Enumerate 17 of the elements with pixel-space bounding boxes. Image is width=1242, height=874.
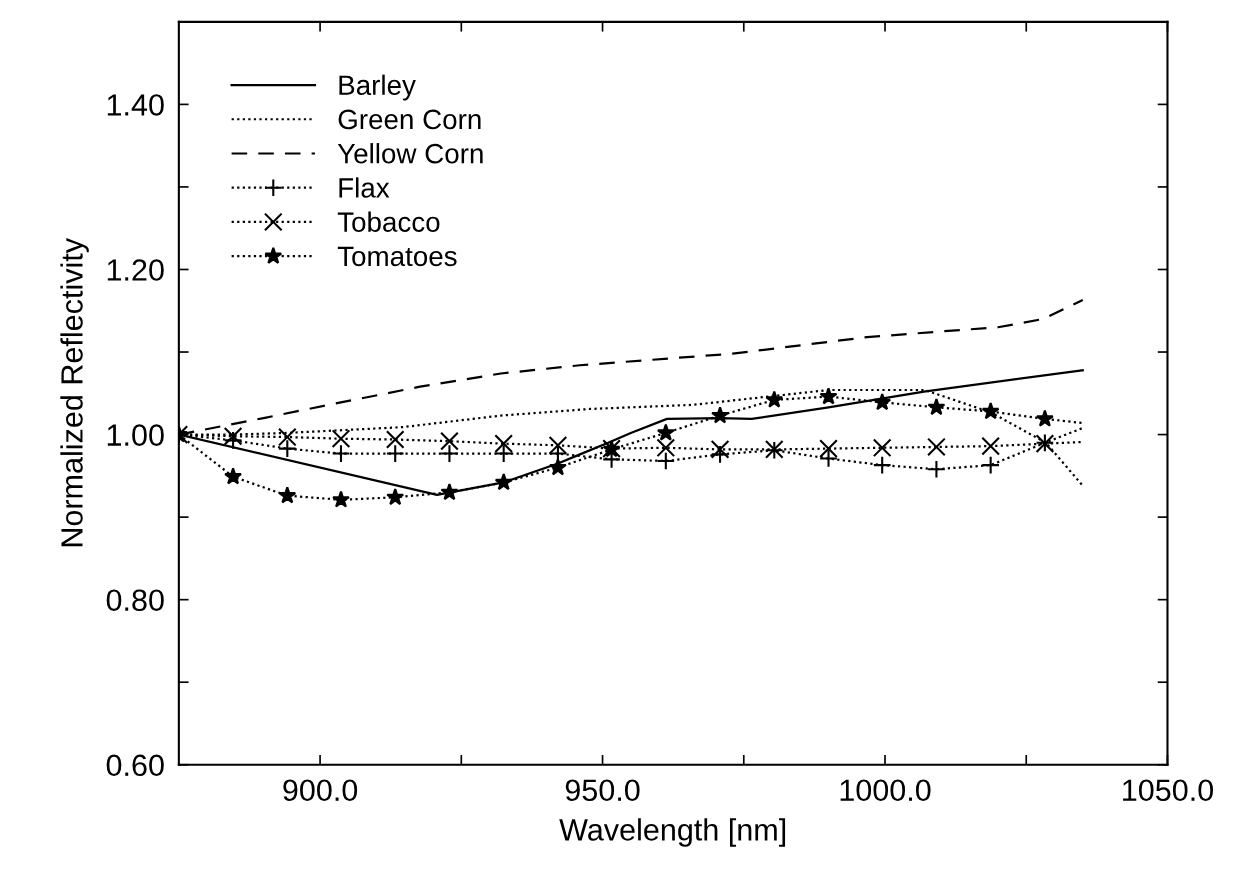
y-axis-title: Normalized Reflectivity: [60, 237, 89, 547]
y-tick-label: 1.20: [107, 259, 164, 281]
y-tick-label: 0.80: [106, 589, 164, 612]
legend-label: Flax: [339, 177, 390, 198]
y-tick-label: 0.60: [106, 754, 164, 777]
legend-label: Barley: [339, 74, 416, 101]
x-axis-title: Wavelength [nm]: [559, 818, 786, 847]
x-tick-label: 1000.0: [840, 779, 931, 802]
legend-label: Tomatoes: [337, 246, 457, 267]
x-tick-label: 1050.0: [1123, 779, 1214, 802]
y-tick-label: 1.40: [107, 94, 164, 116]
x-tick-label: 950.0: [565, 779, 640, 802]
legend-label: Green Corn: [338, 109, 481, 130]
y-tick-label: 1.00: [107, 424, 164, 446]
legend-label: Yellow Corn: [337, 143, 483, 164]
legend-label: Tobacco: [337, 211, 440, 232]
x-tick-label: 900.0: [283, 779, 358, 802]
